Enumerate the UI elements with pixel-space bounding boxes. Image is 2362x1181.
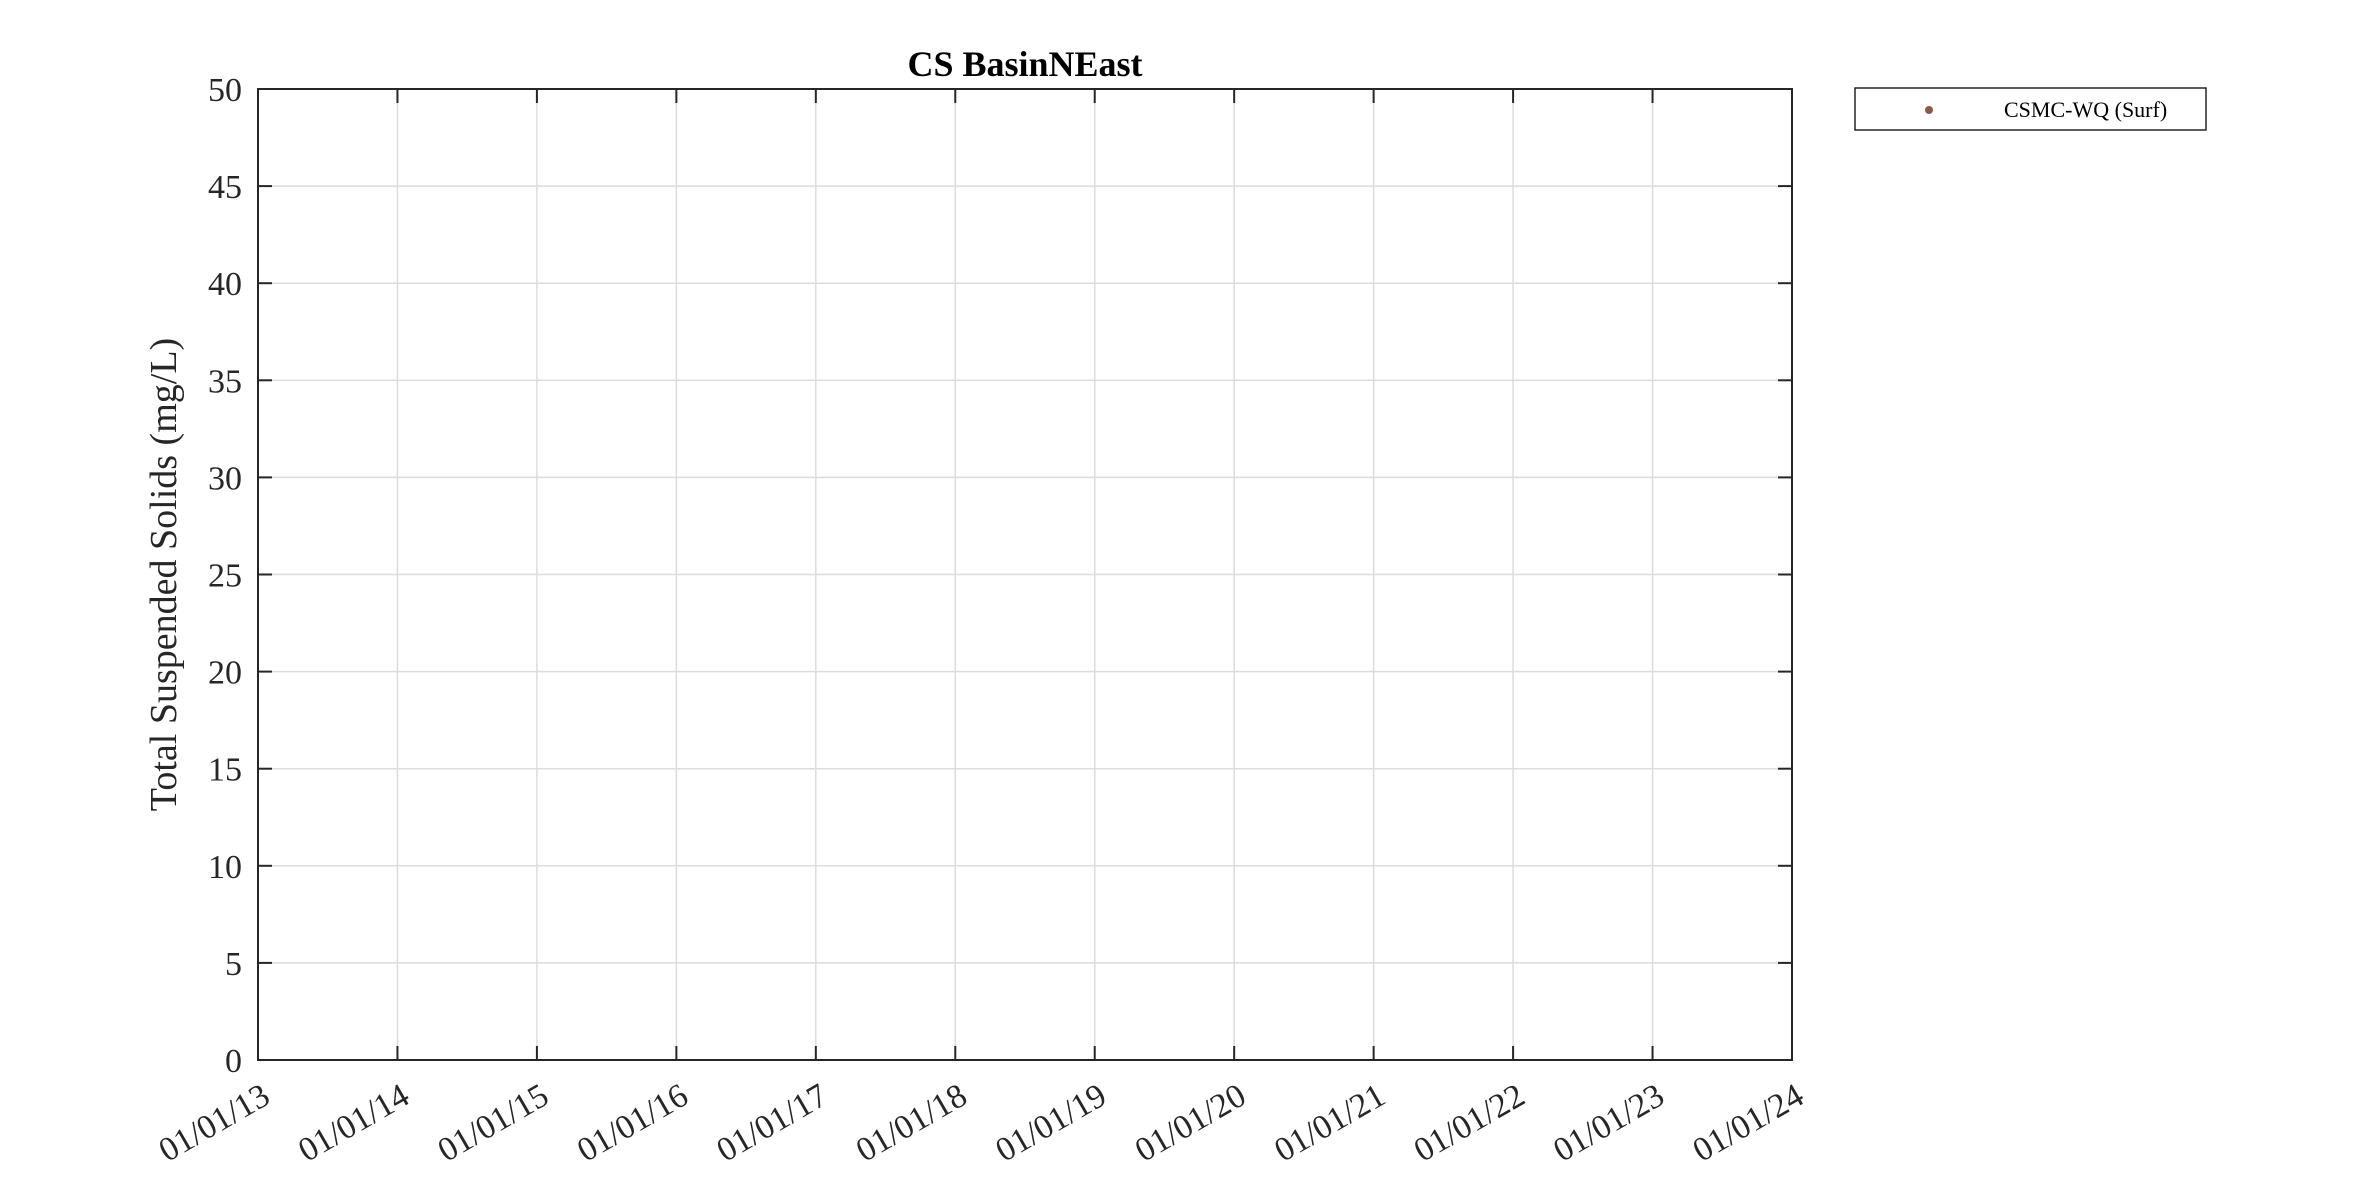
legend-marker-dot: [1925, 106, 1933, 114]
x-tick-label: 01/01/13: [153, 1077, 276, 1169]
x-tick-label: 01/01/22: [1408, 1077, 1531, 1169]
x-tick-label: 01/01/15: [432, 1077, 555, 1169]
x-tick-label: 01/01/20: [1129, 1077, 1252, 1169]
y-tick-label: 40: [208, 266, 242, 303]
x-tick-label: 01/01/18: [850, 1077, 973, 1169]
y-tick-label: 35: [208, 363, 242, 400]
x-tick-label: 01/01/14: [292, 1077, 415, 1169]
y-tick-label: 50: [208, 72, 242, 109]
y-tick-label: 45: [208, 169, 242, 206]
y-tick-label: 5: [225, 946, 242, 983]
x-tick-label: 01/01/17: [711, 1077, 834, 1169]
grid: [258, 89, 1792, 1060]
x-tick-label: 01/01/21: [1268, 1077, 1391, 1169]
legend-entry-label: CSMC-WQ (Surf): [2004, 97, 2167, 122]
y-axis-tick-labels: 0 5 10 15 20 25 30 35 40 45 50: [208, 72, 242, 1080]
y-tick-label: 10: [208, 849, 242, 886]
legend-box: [1854, 87, 2207, 131]
y-tick-label: 15: [208, 752, 242, 789]
y-tick-label: 25: [208, 558, 242, 595]
x-tick-label: 01/01/19: [990, 1077, 1113, 1169]
y-tick-label: 0: [225, 1043, 242, 1080]
x-tick-label: 01/01/23: [1547, 1077, 1670, 1169]
x-axis-tick-labels: 01/01/13 01/01/14 01/01/15 01/01/16 01/01/17…: [153, 1077, 1810, 1169]
y-axis-label: Total Suspended Solids (mg/L): [143, 338, 185, 811]
y-tick-label: 20: [208, 655, 242, 692]
x-tick-label: 01/01/16: [571, 1077, 694, 1169]
x-tick-label: 01/01/24: [1687, 1077, 1810, 1169]
axis-ticks: [257, 88, 1793, 1061]
legend: CSMC-WQ (Surf): [1854, 87, 2207, 131]
y-tick-label: 30: [208, 460, 242, 497]
chart-title: CS BasinNEast: [907, 44, 1142, 84]
